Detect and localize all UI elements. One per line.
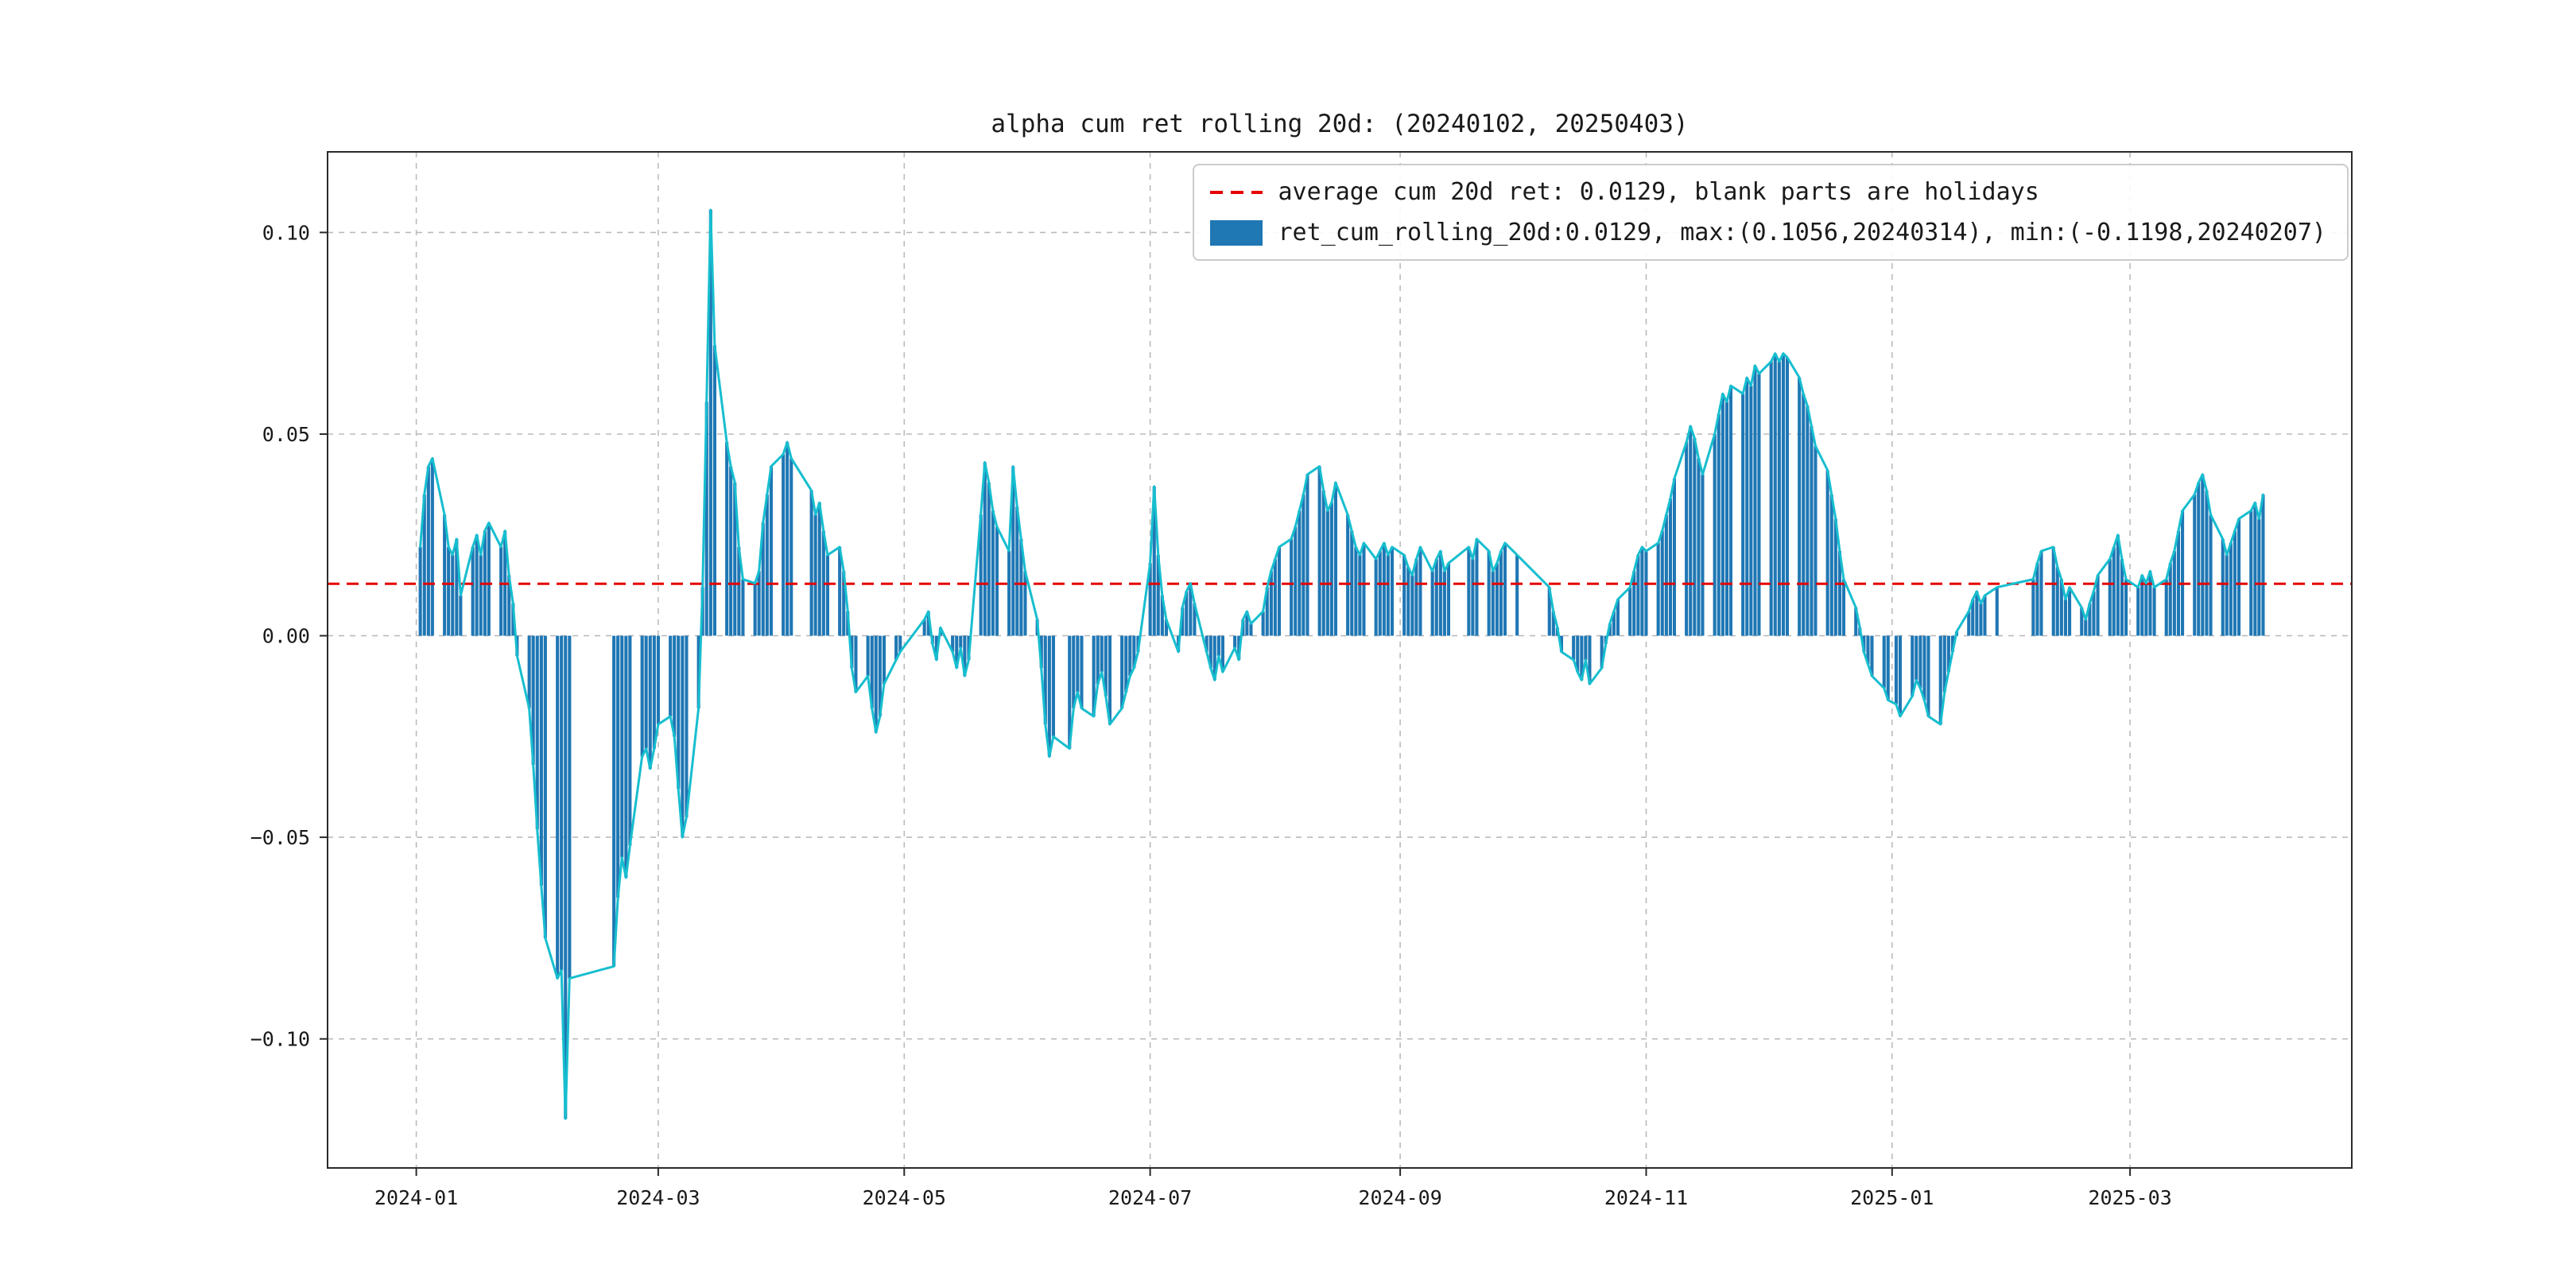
svg-text:0.00: 0.00 <box>262 625 310 648</box>
svg-text:2024-05: 2024-05 <box>863 1186 946 1209</box>
svg-text:2024-09: 2024-09 <box>1358 1186 1441 1209</box>
svg-text:2025-03: 2025-03 <box>2088 1186 2171 1209</box>
bar-series-color-sample <box>1209 219 1263 246</box>
svg-text:2024-07: 2024-07 <box>1108 1186 1192 1209</box>
chart-title: alpha cum ret rolling 20d: (20240102, 20… <box>991 110 1689 138</box>
svg-text:0.10: 0.10 <box>262 221 310 244</box>
svg-text:2024-11: 2024-11 <box>1604 1186 1688 1209</box>
red-dashed-line-sample <box>1209 190 1263 194</box>
legend-series-label: ret_cum_rolling_20d:0.0129, max:(0.1056,… <box>1278 219 2327 246</box>
svg-text:−0.10: −0.10 <box>250 1028 310 1051</box>
legend-item-average: average cum 20d ret: 0.0129, blank parts… <box>1209 178 2327 206</box>
svg-text:2025-01: 2025-01 <box>1850 1186 1934 1209</box>
legend-item-series: ret_cum_rolling_20d:0.0129, max:(0.1056,… <box>1209 219 2327 246</box>
svg-text:0.05: 0.05 <box>262 423 310 446</box>
legend: average cum 20d ret: 0.0129, blank parts… <box>1192 164 2349 261</box>
svg-text:2024-03: 2024-03 <box>616 1186 700 1209</box>
svg-text:−0.05: −0.05 <box>250 826 310 849</box>
svg-text:2024-01: 2024-01 <box>374 1186 458 1209</box>
legend-average-label: average cum 20d ret: 0.0129, blank parts… <box>1278 178 2039 206</box>
